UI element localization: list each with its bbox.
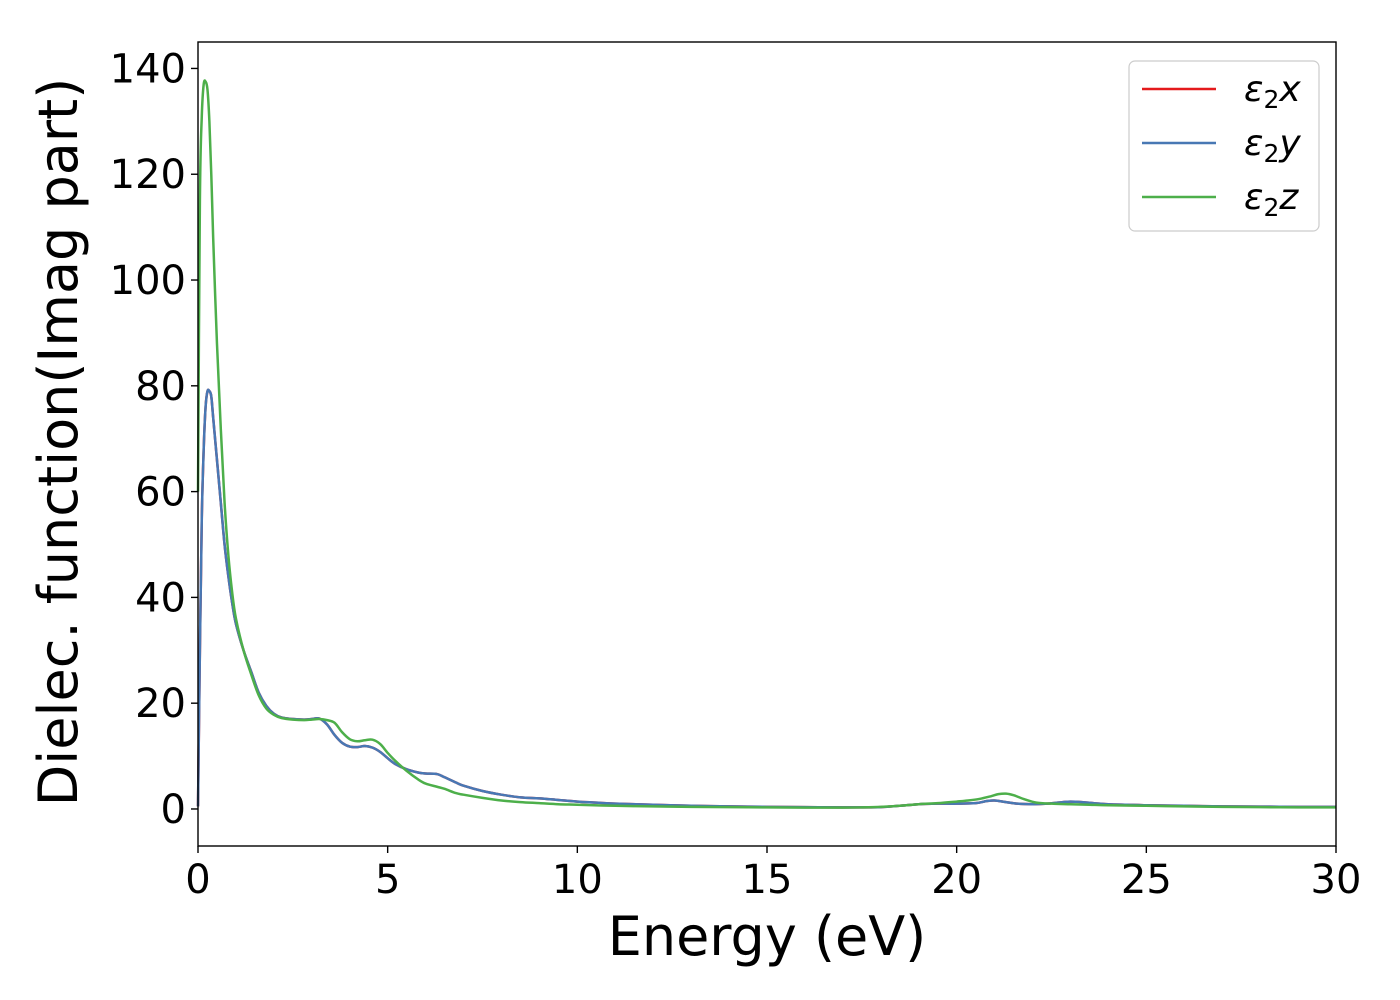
legend: ε2x ε2y ε2z [1128,60,1320,232]
ticks-layer: 0 5 10 15 20 25 30 0 20 40 60 80 100 120 140 [110,46,1362,903]
x-tick-label: 20 [931,857,982,903]
legend-label-z: ε2z [1244,177,1299,222]
x-tick-label: 5 [375,857,400,903]
y-tick-label: 60 [135,470,186,516]
series-line-z [196,79,1337,809]
legend-label-y: ε2y [1244,123,1301,168]
y-axis-title: Dielec. function(Imag part) [27,78,90,807]
y-tick-label: 0 [161,787,186,833]
x-axis-title: Energy (eV) [608,905,927,968]
x-tick-label: 30 [1311,857,1362,903]
x-tick-label: 0 [185,857,210,903]
x-tick-label: 10 [552,857,603,903]
legend-box [1128,60,1320,232]
series-line-y [196,388,1337,809]
y-tick-label: 140 [110,46,186,92]
y-tick-label: 80 [135,364,186,410]
y-tick-label: 40 [135,575,186,621]
legend-label-x: ε2x [1244,69,1301,114]
y-tick-label: 100 [110,258,186,304]
x-tick-label: 15 [742,857,793,903]
series-layer [196,79,1337,809]
y-tick-label: 20 [135,681,186,727]
y-tick-label: 120 [110,152,186,198]
x-tick-label: 25 [1121,857,1172,903]
